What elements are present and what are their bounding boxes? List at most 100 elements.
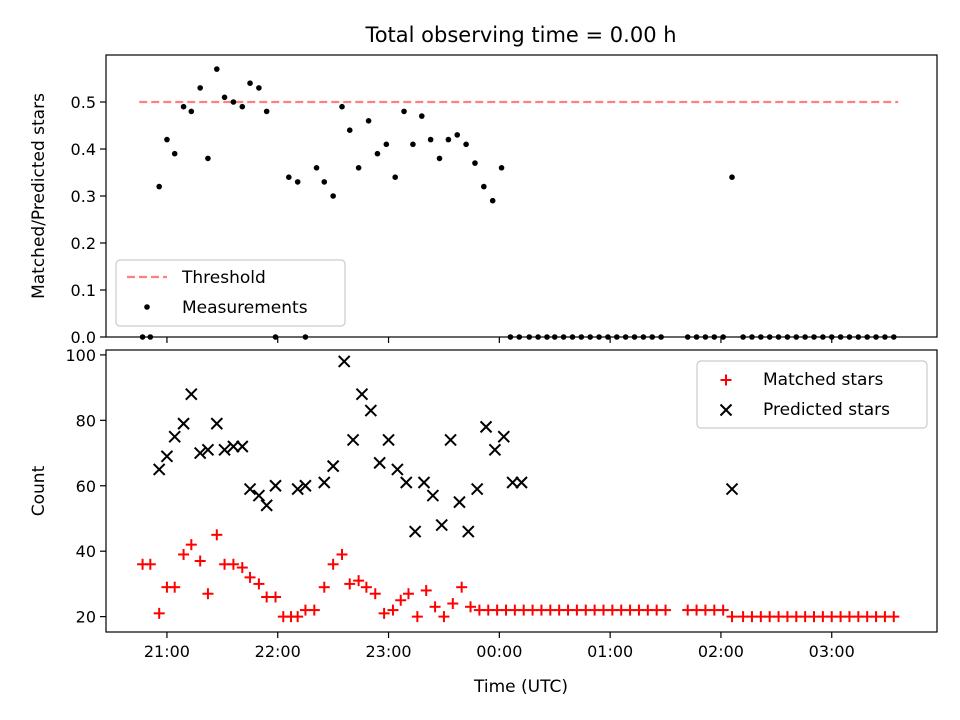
measurement-point (171, 150, 178, 157)
legend-matched-swatch (720, 374, 732, 386)
predicted-point (488, 443, 502, 456)
predicted-point (243, 482, 257, 496)
matched-point (447, 598, 459, 610)
count-legend: Matched stars Predicted stars (696, 360, 928, 429)
x-tick-label: 01:00 (587, 642, 633, 661)
matched-point (387, 604, 399, 616)
measurement-point (239, 103, 246, 110)
measurement-point (164, 136, 170, 143)
measurement-point (454, 132, 461, 138)
measurement-point (256, 85, 262, 91)
matched-point (236, 562, 248, 574)
y-tick-label: 0.5 (71, 93, 96, 112)
predicted-point (210, 417, 224, 430)
predicted-point (426, 489, 440, 502)
matched-point (318, 581, 330, 593)
ratio-plot-area (139, 66, 899, 340)
ratio-panel: 0.0 0.1 0.2 0.3 0.4 0.5 Matched/Predicted sta… (29, 54, 938, 347)
matched-point (660, 604, 672, 616)
legend-predicted-swatch (719, 403, 733, 417)
matched-point (327, 558, 339, 570)
x-tick-label: 02:00 (698, 642, 744, 661)
x-axis-label: Time (UTC) (473, 677, 568, 697)
measurement-point (729, 174, 735, 180)
matched-point (726, 611, 738, 623)
predicted-point (152, 463, 166, 476)
predicted-point (462, 525, 475, 538)
y-tick-label: 60 (76, 477, 96, 496)
measurement-point (498, 165, 505, 171)
predicted-point (236, 440, 249, 453)
x-tick-label: 22:00 (255, 642, 301, 661)
measurement-point (230, 99, 237, 105)
measurement-point (436, 155, 443, 162)
measurement-point (221, 94, 228, 101)
predicted-point (185, 387, 198, 401)
ratio-y-axis: 0.0 0.1 0.2 0.3 0.4 0.5 (71, 93, 106, 347)
measurement-point (247, 80, 253, 86)
measurement-point (263, 108, 270, 115)
measurement-point (321, 179, 328, 185)
predicted-point (364, 404, 378, 417)
predicted-point (355, 387, 369, 401)
measurement-point (472, 160, 478, 166)
legend-threshold-label: Threshold (181, 268, 266, 288)
predicted-point (338, 355, 351, 368)
y-tick-label: 0.2 (71, 234, 96, 253)
measurement-point (156, 183, 162, 190)
matched-point (169, 581, 181, 593)
measurement-point (355, 165, 362, 171)
y-tick-label: 0.3 (71, 187, 96, 206)
matched-point (465, 601, 477, 613)
matched-point (369, 588, 381, 600)
predicted-point (725, 482, 739, 496)
measurement-point (427, 136, 434, 143)
matched-point (360, 581, 372, 593)
ratio-legend: Threshold Measurements (115, 259, 346, 327)
measurement-point (383, 141, 390, 148)
measurement-point (294, 179, 301, 185)
legend-box (115, 259, 346, 327)
matched-point (353, 575, 365, 587)
matched-point (420, 584, 432, 596)
measurement-point (339, 103, 345, 110)
predicted-point (269, 479, 282, 492)
chart-title: Total observing time = 0.00 h (364, 23, 676, 47)
matched-point (344, 578, 356, 590)
predicted-point (160, 450, 174, 463)
predicted-point (227, 440, 240, 453)
count-panel: 20 40 60 80 100 21:00 22:00 23:00 00:00 01:00 02:… (29, 346, 938, 661)
y-tick-label: 40 (76, 542, 96, 561)
predicted-point (252, 489, 266, 502)
matched-point (429, 601, 441, 613)
measurement-point (392, 174, 398, 180)
measurement-point (365, 118, 372, 124)
measurement-point (346, 127, 353, 133)
y-tick-label: 0.0 (71, 328, 96, 347)
measurement-point (374, 150, 381, 157)
predicted-point (515, 476, 528, 489)
predicted-point (453, 495, 466, 509)
predicted-point (326, 459, 340, 473)
matched-point (456, 581, 468, 593)
predicted-point (408, 525, 422, 538)
predicted-point (417, 476, 431, 489)
count-plot-area (137, 355, 900, 623)
measurement-point (286, 174, 292, 180)
count-x-axis: 21:00 22:00 23:00 00:00 01:00 02:00 03:00 (144, 632, 855, 661)
matched-point (411, 611, 423, 623)
legend-predicted-label: Predicted stars (763, 400, 890, 420)
predicted-point (444, 433, 457, 447)
y-tick-label: 80 (76, 411, 96, 430)
legend-box (696, 360, 928, 429)
predicted-point (506, 476, 519, 489)
measurement-point (410, 141, 416, 148)
measurement-point (205, 155, 211, 162)
y-tick-label: 100 (65, 346, 96, 365)
y-tick-label: 0.1 (71, 281, 96, 300)
predicted-point (400, 476, 413, 489)
measurement-point (481, 183, 487, 190)
matched-point (144, 558, 156, 570)
matched-point (227, 558, 239, 570)
